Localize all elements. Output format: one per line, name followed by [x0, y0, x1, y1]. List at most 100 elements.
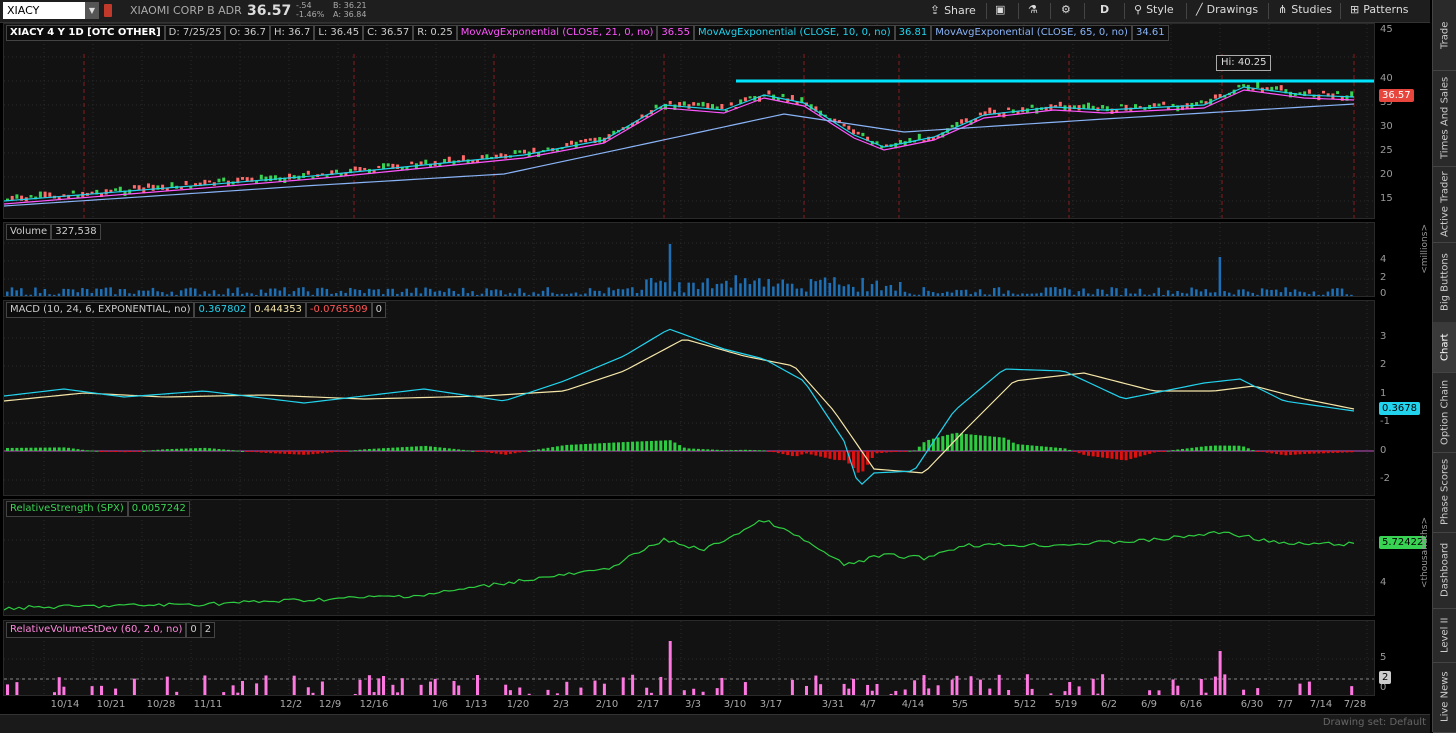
price-candle: [259, 174, 263, 180]
patterns-button[interactable]: ⊞ Patterns: [1350, 3, 1409, 16]
macd-tag: 0.3678: [1379, 402, 1420, 415]
macd-histogram-bar: [598, 443, 602, 451]
ema21-label[interactable]: MovAvgExponential (CLOSE, 21, 0, no): [456, 25, 658, 41]
price-candle: [43, 191, 47, 198]
volume-bar: [993, 287, 996, 296]
volume-bar: [24, 294, 28, 296]
volume-bar: [302, 287, 305, 296]
link-icon[interactable]: [104, 4, 112, 17]
drawing-set-label[interactable]: Drawing set: Default: [1322, 717, 1426, 728]
ema65-label[interactable]: MovAvgExponential (CLOSE, 65, 0, no): [931, 25, 1132, 41]
relative-volume-bar: [1171, 679, 1175, 695]
macd-histogram-bar: [617, 442, 620, 451]
price-candle: [203, 179, 207, 186]
macd-histogram-bar: [410, 446, 414, 451]
sidebar-tab-phase-scores[interactable]: Phase Scores: [1433, 452, 1456, 533]
settings-button[interactable]: ⚙: [1061, 3, 1071, 16]
ema10-label[interactable]: MovAvgExponential (CLOSE, 10, 0, no): [694, 25, 895, 41]
share-button[interactable]: ⇪ Share: [930, 3, 976, 17]
relative-strength-panel[interactable]: RelativeStrength (SPX) 0.0057242: [3, 499, 1375, 616]
rvol-axis[interactable]: 5 0 2: [1376, 620, 1432, 696]
macd-label[interactable]: MACD (10, 24, 6, EXPONENTIAL, no): [6, 302, 195, 318]
chart-title[interactable]: XIACY 4 Y 1D [OTC OTHER]: [6, 25, 165, 41]
volume-bar: [311, 294, 314, 296]
volume-bar: [706, 278, 709, 296]
price-candle: [1260, 87, 1264, 93]
price-candle: [386, 163, 390, 167]
price-chart-canvas[interactable]: [4, 24, 1375, 219]
macd-histogram-bar: [823, 451, 827, 458]
volume-bar: [1181, 292, 1184, 296]
rvol-chart-canvas[interactable]: [4, 621, 1375, 696]
macd-histogram-bar: [494, 451, 498, 454]
flask-button[interactable]: ⚗: [1028, 3, 1038, 16]
volume-bar: [137, 290, 141, 296]
sidebar-tab-trade[interactable]: Trade: [1433, 0, 1456, 71]
macd-histogram-bar: [612, 442, 616, 451]
relative-volume-bar: [715, 688, 719, 695]
volume-bar: [852, 286, 855, 296]
price-candle: [532, 147, 536, 154]
macd-histogram-bar: [1049, 447, 1053, 451]
sidebar-tab-live-news[interactable]: Live News: [1433, 662, 1456, 733]
price-candle: [236, 177, 240, 184]
macd-panel[interactable]: MACD (10, 24, 6, EXPONENTIAL, no) 0.3678…: [3, 300, 1375, 496]
price-axis[interactable]: 45 40 35 30 25 20 15 36.57: [1376, 23, 1432, 219]
price-candle: [132, 185, 136, 189]
volume-bar: [1049, 287, 1052, 296]
price-candle: [715, 106, 719, 109]
macd-histogram-bar: [1129, 451, 1133, 459]
sidebar-tab-times-and-sales[interactable]: Times And Sales: [1433, 70, 1456, 167]
style-button[interactable]: ⚲ Style: [1134, 3, 1174, 16]
price-candle: [743, 97, 747, 102]
volume-bar: [109, 287, 112, 296]
relative-volume-panel[interactable]: RelativeVolumeStDev (60, 2.0, no) 0 2: [3, 620, 1375, 696]
relative-volume-bar: [57, 677, 61, 695]
price-candle: [1087, 102, 1090, 109]
volume-bar: [494, 289, 498, 296]
drawings-button[interactable]: ╱ Drawings: [1196, 3, 1259, 16]
sidebar-tab-option-chain[interactable]: Option Chain: [1433, 372, 1456, 453]
symbol-input[interactable]: XIACY ▼: [3, 2, 99, 19]
snapshot-button[interactable]: ▣: [995, 3, 1005, 16]
volume-bar: [1223, 291, 1226, 296]
macd-chart-canvas[interactable]: [4, 301, 1375, 496]
sidebar-tab-big-buttons[interactable]: Big Buttons: [1433, 242, 1456, 323]
date-axis[interactable]: 10/14 10/21 10/28 11/11 12/2 12/9 12/16 1/6 1/13…: [3, 697, 1375, 713]
chevron-down-icon[interactable]: ▼: [85, 2, 99, 19]
rs-chart-canvas[interactable]: [4, 500, 1375, 616]
price-candle: [100, 193, 103, 197]
macd-axis[interactable]: 3 2 1 0 -1 -2 0.3678: [1376, 300, 1432, 496]
volume-bar: [1275, 289, 1278, 296]
macd-histogram-bar: [861, 451, 865, 472]
sidebar-tab-level-ii[interactable]: Level II: [1433, 608, 1456, 663]
sidebar-tab-dashboard[interactable]: Dashboard: [1433, 532, 1456, 609]
rvol-label[interactable]: RelativeVolumeStDev (60, 2.0, no): [6, 622, 187, 638]
rs-axis[interactable]: 4 5.72422 <thousandths>: [1376, 499, 1432, 616]
price-candle: [1317, 94, 1321, 101]
pencil-icon: ╱: [1196, 3, 1203, 16]
symbol-text[interactable]: XIACY: [7, 4, 40, 17]
macd-histogram-bar: [335, 451, 338, 452]
macd-histogram-bar: [1322, 451, 1325, 454]
volume-bar: [1016, 294, 1019, 296]
volume-bar: [447, 288, 451, 296]
price-panel[interactable]: XIACY 4 Y 1D [OTC OTHER] D: 7/25/25 O: 3…: [3, 23, 1375, 219]
sidebar-tab-active-trader[interactable]: Active Trader: [1433, 166, 1456, 243]
volume-bar: [53, 294, 56, 296]
rs-label[interactable]: RelativeStrength (SPX): [6, 501, 128, 517]
macd-histogram-bar: [396, 447, 400, 451]
volume-panel[interactable]: Volume 327,538: [3, 222, 1375, 297]
studies-button[interactable]: ⋔ Studies: [1278, 3, 1333, 16]
sidebar-tab-chart[interactable]: Chart: [1433, 322, 1456, 373]
period-button[interactable]: D: [1100, 3, 1110, 16]
price-candle: [358, 167, 362, 172]
macd-histogram-bar: [570, 444, 573, 451]
volume-chart-canvas[interactable]: [4, 223, 1375, 297]
macd-histogram-bar: [673, 442, 677, 451]
price-candle: [269, 175, 273, 182]
volume-axis[interactable]: 4 2 0 <millions>: [1376, 222, 1432, 299]
volume-bar: [1063, 287, 1066, 296]
macd-zero: 0: [371, 302, 386, 318]
volume-label[interactable]: Volume: [6, 224, 52, 240]
